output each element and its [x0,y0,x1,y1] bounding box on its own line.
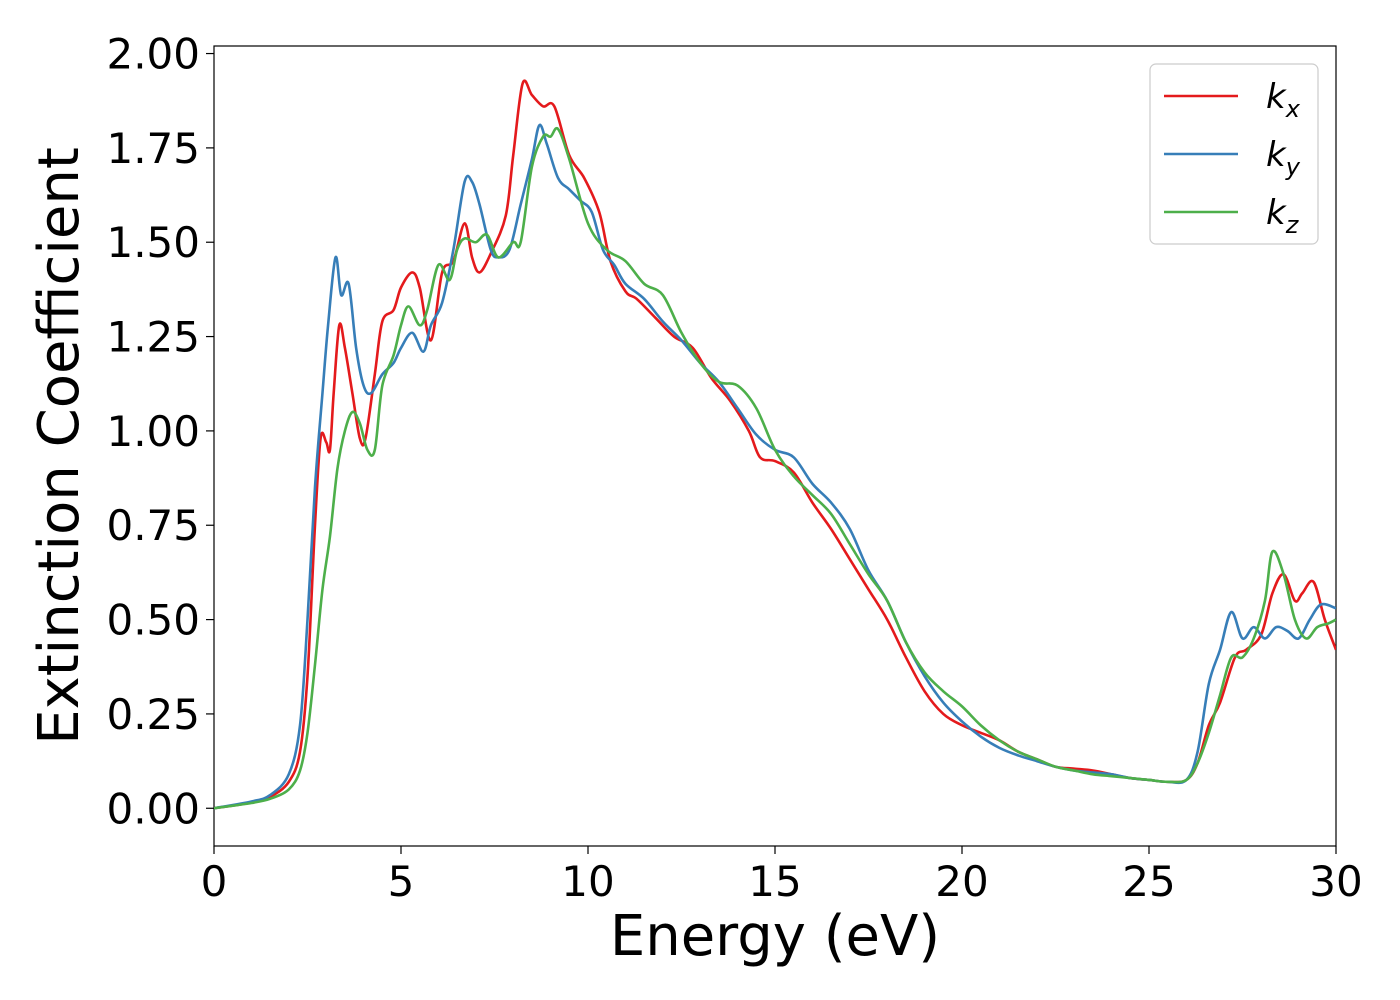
y-tick-label: 2.00 [106,30,200,79]
series-line-k-z [214,126,1336,810]
x-tick-label: 20 [935,857,988,906]
y-tick-label: 0.75 [106,501,200,550]
x-axis: 0 5 10 15 20 25 30 [201,846,1363,906]
legend-label-k-y: ky [1266,135,1301,181]
legend-label-k-x: kx [1266,77,1301,123]
legend: kx ky kz [1149,63,1319,245]
y-axis: 0.00 0.25 0.50 0.75 1.00 1.25 1.50 1.75 2.00 [106,30,214,833]
x-axis-label: Energy (eV) [610,904,940,969]
series-layer [214,79,1336,810]
x-tick-label: 30 [1309,857,1362,906]
x-tick-label: 25 [1122,857,1175,906]
y-axis-label: Extinction Coefficient [27,147,92,745]
x-tick-label: 0 [201,857,228,906]
y-tick-label: 1.25 [106,313,200,362]
y-tick-label: 0.00 [106,784,200,833]
y-tick-label: 0.50 [106,596,200,645]
y-tick-label: 1.75 [106,124,200,173]
y-tick-label: 0.25 [106,690,200,739]
x-tick-label: 10 [561,857,614,906]
x-tick-label: 15 [748,857,801,906]
x-tick-label: 5 [388,857,415,906]
y-tick-label: 1.50 [106,218,200,267]
y-tick-label: 1.00 [106,407,200,456]
legend-label-k-z: kz [1266,193,1300,239]
